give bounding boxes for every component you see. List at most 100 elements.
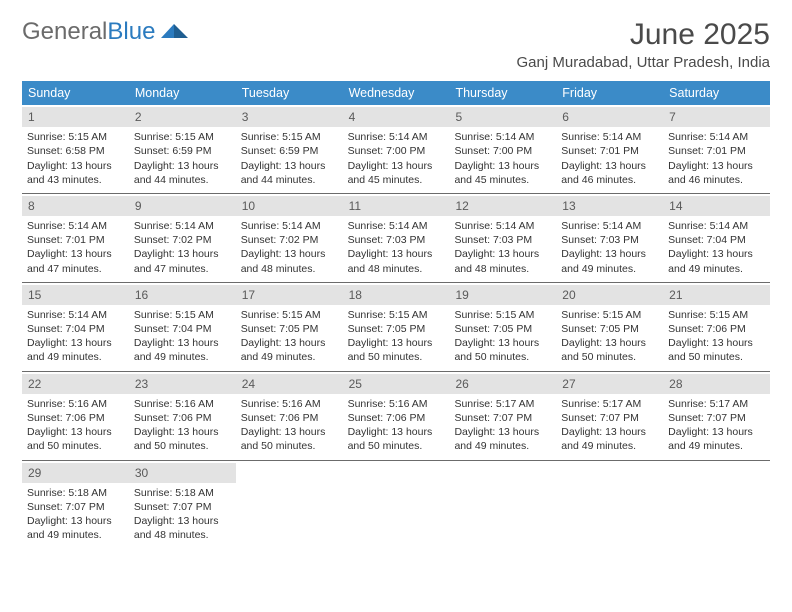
daylight-text: Daylight: 13 hours and 49 minutes.	[27, 514, 124, 542]
day-cell: 18Sunrise: 5:15 AMSunset: 7:05 PMDayligh…	[343, 283, 450, 371]
daylight-text: Daylight: 13 hours and 48 minutes.	[241, 247, 338, 275]
week-row: 15Sunrise: 5:14 AMSunset: 7:04 PMDayligh…	[22, 282, 770, 371]
sunset-text: Sunset: 7:01 PM	[668, 144, 765, 158]
daylight-text: Daylight: 13 hours and 50 minutes.	[27, 425, 124, 453]
day-cell	[343, 461, 450, 549]
daylight-text: Daylight: 13 hours and 49 minutes.	[668, 425, 765, 453]
daylight-text: Daylight: 13 hours and 44 minutes.	[134, 159, 231, 187]
day-cell: 28Sunrise: 5:17 AMSunset: 7:07 PMDayligh…	[663, 372, 770, 460]
day-cell: 17Sunrise: 5:15 AMSunset: 7:05 PMDayligh…	[236, 283, 343, 371]
day-cell	[663, 461, 770, 549]
daylight-text: Daylight: 13 hours and 49 minutes.	[134, 336, 231, 364]
sunset-text: Sunset: 7:06 PM	[668, 322, 765, 336]
daylight-text: Daylight: 13 hours and 46 minutes.	[561, 159, 658, 187]
day-cell	[236, 461, 343, 549]
sunset-text: Sunset: 7:03 PM	[348, 233, 445, 247]
day-number: 7	[663, 107, 770, 127]
sunrise-text: Sunrise: 5:14 AM	[134, 219, 231, 233]
sunset-text: Sunset: 7:06 PM	[348, 411, 445, 425]
week-row: 1Sunrise: 5:15 AMSunset: 6:58 PMDaylight…	[22, 105, 770, 193]
week-row: 29Sunrise: 5:18 AMSunset: 7:07 PMDayligh…	[22, 460, 770, 549]
sunset-text: Sunset: 7:00 PM	[348, 144, 445, 158]
day-cell: 11Sunrise: 5:14 AMSunset: 7:03 PMDayligh…	[343, 194, 450, 282]
day-number: 10	[236, 196, 343, 216]
sunrise-text: Sunrise: 5:18 AM	[27, 486, 124, 500]
calendar: SundayMondayTuesdayWednesdayThursdayFrid…	[22, 81, 770, 548]
day-cell: 1Sunrise: 5:15 AMSunset: 6:58 PMDaylight…	[22, 105, 129, 193]
sunset-text: Sunset: 7:03 PM	[561, 233, 658, 247]
sunrise-text: Sunrise: 5:18 AM	[134, 486, 231, 500]
weekday-header: Monday	[129, 81, 236, 105]
sunset-text: Sunset: 6:59 PM	[241, 144, 338, 158]
week-row: 22Sunrise: 5:16 AMSunset: 7:06 PMDayligh…	[22, 371, 770, 460]
day-cell: 16Sunrise: 5:15 AMSunset: 7:04 PMDayligh…	[129, 283, 236, 371]
day-number: 5	[449, 107, 556, 127]
weekday-header: Friday	[556, 81, 663, 105]
sunrise-text: Sunrise: 5:14 AM	[348, 219, 445, 233]
day-cell: 3Sunrise: 5:15 AMSunset: 6:59 PMDaylight…	[236, 105, 343, 193]
location: Ganj Muradabad, Uttar Pradesh, India	[517, 54, 770, 71]
day-number: 3	[236, 107, 343, 127]
sunrise-text: Sunrise: 5:14 AM	[241, 219, 338, 233]
sunset-text: Sunset: 7:02 PM	[134, 233, 231, 247]
sunrise-text: Sunrise: 5:16 AM	[134, 397, 231, 411]
day-cell: 9 Sunrise: 5:14 AMSunset: 7:02 PMDaylight…	[129, 194, 236, 282]
daylight-text: Daylight: 13 hours and 49 minutes.	[668, 247, 765, 275]
header: GeneralBlue June 2025 Ganj Muradabad, Ut…	[22, 18, 770, 71]
day-cell: 19Sunrise: 5:15 AMSunset: 7:05 PMDayligh…	[449, 283, 556, 371]
day-number: 23	[129, 374, 236, 394]
sunrise-text: Sunrise: 5:14 AM	[454, 130, 551, 144]
sunset-text: Sunset: 7:07 PM	[134, 500, 231, 514]
day-number: 4	[343, 107, 450, 127]
day-number: 29	[22, 463, 129, 483]
daylight-text: Daylight: 13 hours and 48 minutes.	[348, 247, 445, 275]
sunset-text: Sunset: 7:06 PM	[241, 411, 338, 425]
day-cell: 23 Sunrise: 5:16 AMSunset: 7:06 PMDayligh…	[129, 372, 236, 460]
sunrise-text: Sunrise: 5:14 AM	[454, 219, 551, 233]
day-number: 19	[449, 285, 556, 305]
day-cell	[449, 461, 556, 549]
daylight-text: Daylight: 13 hours and 50 minutes.	[134, 425, 231, 453]
day-number: 18	[343, 285, 450, 305]
logo-text-blue: Blue	[107, 18, 155, 46]
sunset-text: Sunset: 7:02 PM	[241, 233, 338, 247]
daylight-text: Daylight: 13 hours and 46 minutes.	[668, 159, 765, 187]
sunrise-text: Sunrise: 5:15 AM	[134, 130, 231, 144]
day-number: 14	[663, 196, 770, 216]
title-block: June 2025 Ganj Muradabad, Uttar Pradesh,…	[517, 18, 770, 71]
day-cell: 20Sunrise: 5:15 AMSunset: 7:05 PMDayligh…	[556, 283, 663, 371]
sunset-text: Sunset: 7:00 PM	[454, 144, 551, 158]
day-cell: 13Sunrise: 5:14 AMSunset: 7:03 PMDayligh…	[556, 194, 663, 282]
sunset-text: Sunset: 7:05 PM	[561, 322, 658, 336]
day-number: 20	[556, 285, 663, 305]
sunset-text: Sunset: 7:06 PM	[134, 411, 231, 425]
day-number: 6	[556, 107, 663, 127]
sunset-text: Sunset: 7:05 PM	[454, 322, 551, 336]
day-cell: 21Sunrise: 5:15 AMSunset: 7:06 PMDayligh…	[663, 283, 770, 371]
daylight-text: Daylight: 13 hours and 49 minutes.	[561, 425, 658, 453]
sunrise-text: Sunrise: 5:16 AM	[241, 397, 338, 411]
day-number: 26	[449, 374, 556, 394]
day-cell: 27Sunrise: 5:17 AMSunset: 7:07 PMDayligh…	[556, 372, 663, 460]
sunset-text: Sunset: 6:59 PM	[134, 144, 231, 158]
daylight-text: Daylight: 13 hours and 50 minutes.	[561, 336, 658, 364]
sunrise-text: Sunrise: 5:16 AM	[27, 397, 124, 411]
sunrise-text: Sunrise: 5:16 AM	[348, 397, 445, 411]
day-cell: 30Sunrise: 5:18 AMSunset: 7:07 PMDayligh…	[129, 461, 236, 549]
daylight-text: Daylight: 13 hours and 47 minutes.	[134, 247, 231, 275]
day-number: 12	[449, 196, 556, 216]
day-number: 9	[129, 196, 236, 216]
sunrise-text: Sunrise: 5:15 AM	[241, 308, 338, 322]
day-number: 16	[129, 285, 236, 305]
day-cell: 26Sunrise: 5:17 AMSunset: 7:07 PMDayligh…	[449, 372, 556, 460]
logo: GeneralBlue	[22, 18, 189, 46]
day-cell: 2Sunrise: 5:15 AMSunset: 6:59 PMDaylight…	[129, 105, 236, 193]
day-cell: 12Sunrise: 5:14 AMSunset: 7:03 PMDayligh…	[449, 194, 556, 282]
sunrise-text: Sunrise: 5:14 AM	[668, 130, 765, 144]
day-cell: 4Sunrise: 5:14 AMSunset: 7:00 PMDaylight…	[343, 105, 450, 193]
day-number: 17	[236, 285, 343, 305]
sunset-text: Sunset: 7:05 PM	[241, 322, 338, 336]
daylight-text: Daylight: 13 hours and 45 minutes.	[454, 159, 551, 187]
sunrise-text: Sunrise: 5:17 AM	[561, 397, 658, 411]
day-number: 21	[663, 285, 770, 305]
